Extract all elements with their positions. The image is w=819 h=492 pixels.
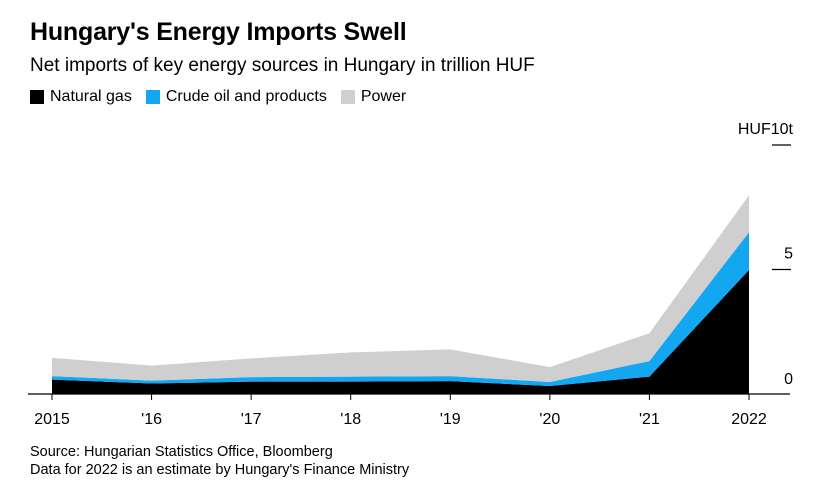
area-natural-gas <box>52 270 749 394</box>
estimate-note: Data for 2022 is an estimate by Hungary'… <box>30 462 410 478</box>
chart-footer: Source: Hungarian Statistics Office, Blo… <box>30 443 409 479</box>
x-tick-label: '16 <box>141 411 162 428</box>
legend-swatch-crude-oil <box>145 90 160 104</box>
chart-subtitle: Net imports of key energy sources in Hun… <box>30 55 535 76</box>
legend-item-crude-oil: Crude oil and products <box>145 88 327 106</box>
x-tick-label: '17 <box>241 411 262 428</box>
source-note: Source: Hungarian Statistics Office, Blo… <box>30 444 333 460</box>
legend-label-natural-gas: Natural gas <box>50 88 132 105</box>
legend: Natural gas Crude oil and products Power <box>30 88 420 106</box>
legend-item-power: Power <box>340 88 407 106</box>
legend-swatch-power <box>340 90 355 104</box>
legend-item-natural-gas: Natural gas <box>30 88 132 106</box>
y-axis-ticks: 05 <box>772 144 793 388</box>
legend-label-power: Power <box>360 88 407 105</box>
area-power <box>52 195 749 382</box>
x-tick-label: 2022 <box>731 411 767 428</box>
y-tick-label: 5 <box>784 246 793 263</box>
legend-label-crude-oil: Crude oil and products <box>165 88 327 105</box>
x-tick-label: 2015 <box>34 411 70 428</box>
x-axis-ticks: 2015 '16 '17 '18 '19 '20 '21 2022 <box>34 394 767 428</box>
y-tick-label: 0 <box>784 371 793 388</box>
x-tick-label: '21 <box>639 411 660 428</box>
x-tick-label: '19 <box>440 411 461 428</box>
x-tick-label: '18 <box>340 411 361 428</box>
chart-title: Hungary's Energy Imports Swell <box>30 18 407 46</box>
x-tick-label: '20 <box>539 411 560 428</box>
legend-swatch-natural-gas <box>30 90 44 104</box>
area-series-group <box>52 195 749 394</box>
y-axis-unit-label: HUF10t <box>738 121 794 138</box>
